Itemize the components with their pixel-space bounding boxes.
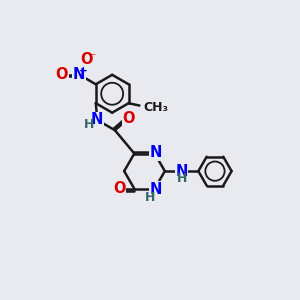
Text: H: H xyxy=(145,191,156,204)
Text: N: N xyxy=(149,145,162,160)
Text: O: O xyxy=(113,181,126,196)
Text: H: H xyxy=(84,118,94,131)
Text: O: O xyxy=(122,111,135,126)
Text: CH₃: CH₃ xyxy=(143,101,168,114)
Text: N: N xyxy=(91,112,103,128)
Text: O: O xyxy=(56,67,68,82)
Text: N: N xyxy=(175,164,188,178)
Text: O: O xyxy=(80,52,93,67)
Text: ⁻: ⁻ xyxy=(89,51,96,64)
Text: N: N xyxy=(73,67,85,82)
Text: +: + xyxy=(79,66,88,76)
Text: N: N xyxy=(149,182,162,197)
Text: H: H xyxy=(177,172,187,185)
